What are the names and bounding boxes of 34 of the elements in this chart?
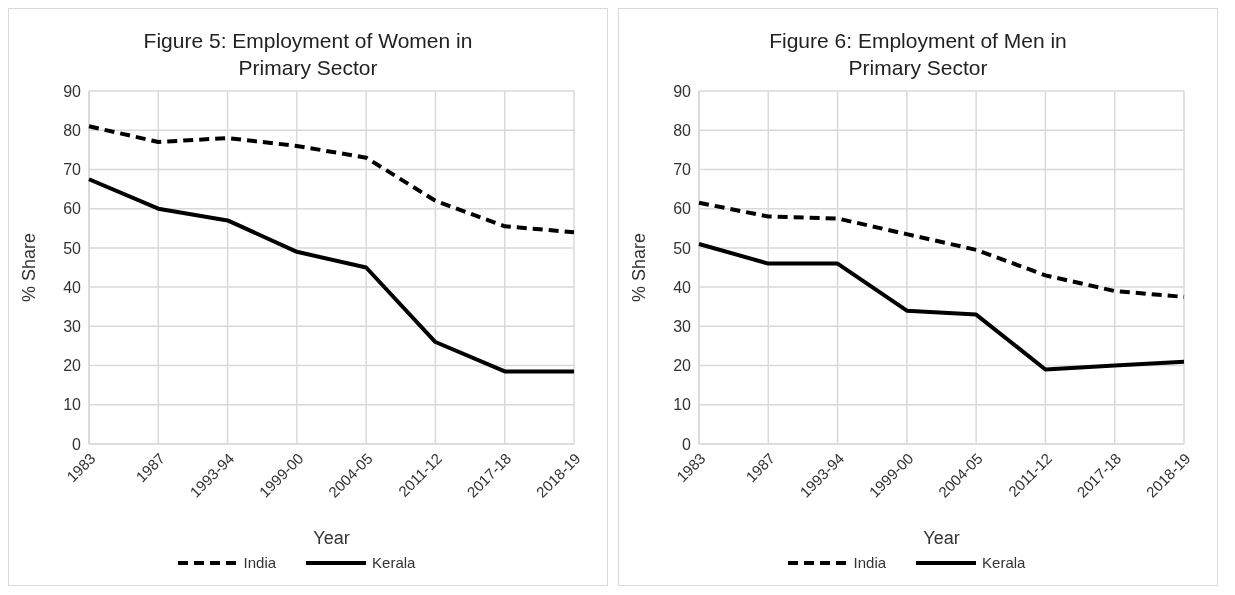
chart-title: Figure 6: Employment of Men in Primary Sector [768,28,1068,81]
y-tick-label: 90 [63,82,82,100]
y-tick-label: 60 [63,200,82,218]
legend-label: Kerala [982,554,1026,571]
line-series [697,200,1186,299]
line-series [87,124,576,235]
x-axis-title: Year [923,528,960,548]
y-tick-label: 0 [72,435,82,453]
line-series [697,241,1186,372]
y-tick-label: 20 [673,357,692,375]
y-tick-label: 70 [673,161,692,179]
y-tick-label: 10 [673,396,692,414]
y-tick-label: 40 [63,278,82,296]
y-tick-label: 40 [673,278,692,296]
line-series [87,177,576,374]
y-tick-label: 70 [63,161,82,179]
y-tick-label: 80 [673,121,692,139]
y-tick-label: 50 [63,239,82,257]
y-tick-label: 60 [673,200,692,218]
y-tick-label: 50 [673,239,692,257]
y-tick-label: 0 [682,435,692,453]
legend-label: Kerala [372,554,416,571]
y-tick-label: 30 [673,318,692,336]
y-tick-label: 30 [63,318,82,336]
legend-label: India [243,554,277,571]
y-tick-label: 80 [63,121,82,139]
x-axis-title: Year [313,528,350,548]
chart-title: Figure 5: Employment of Women in Primary Sector [143,28,473,81]
legend-label: India [853,554,887,571]
y-tick-label: 90 [673,82,692,100]
y-axis-title: % Share [629,232,650,303]
y-tick-label: 10 [63,396,82,414]
y-axis-title: % Share [19,232,40,303]
y-tick-label: 20 [63,357,82,375]
